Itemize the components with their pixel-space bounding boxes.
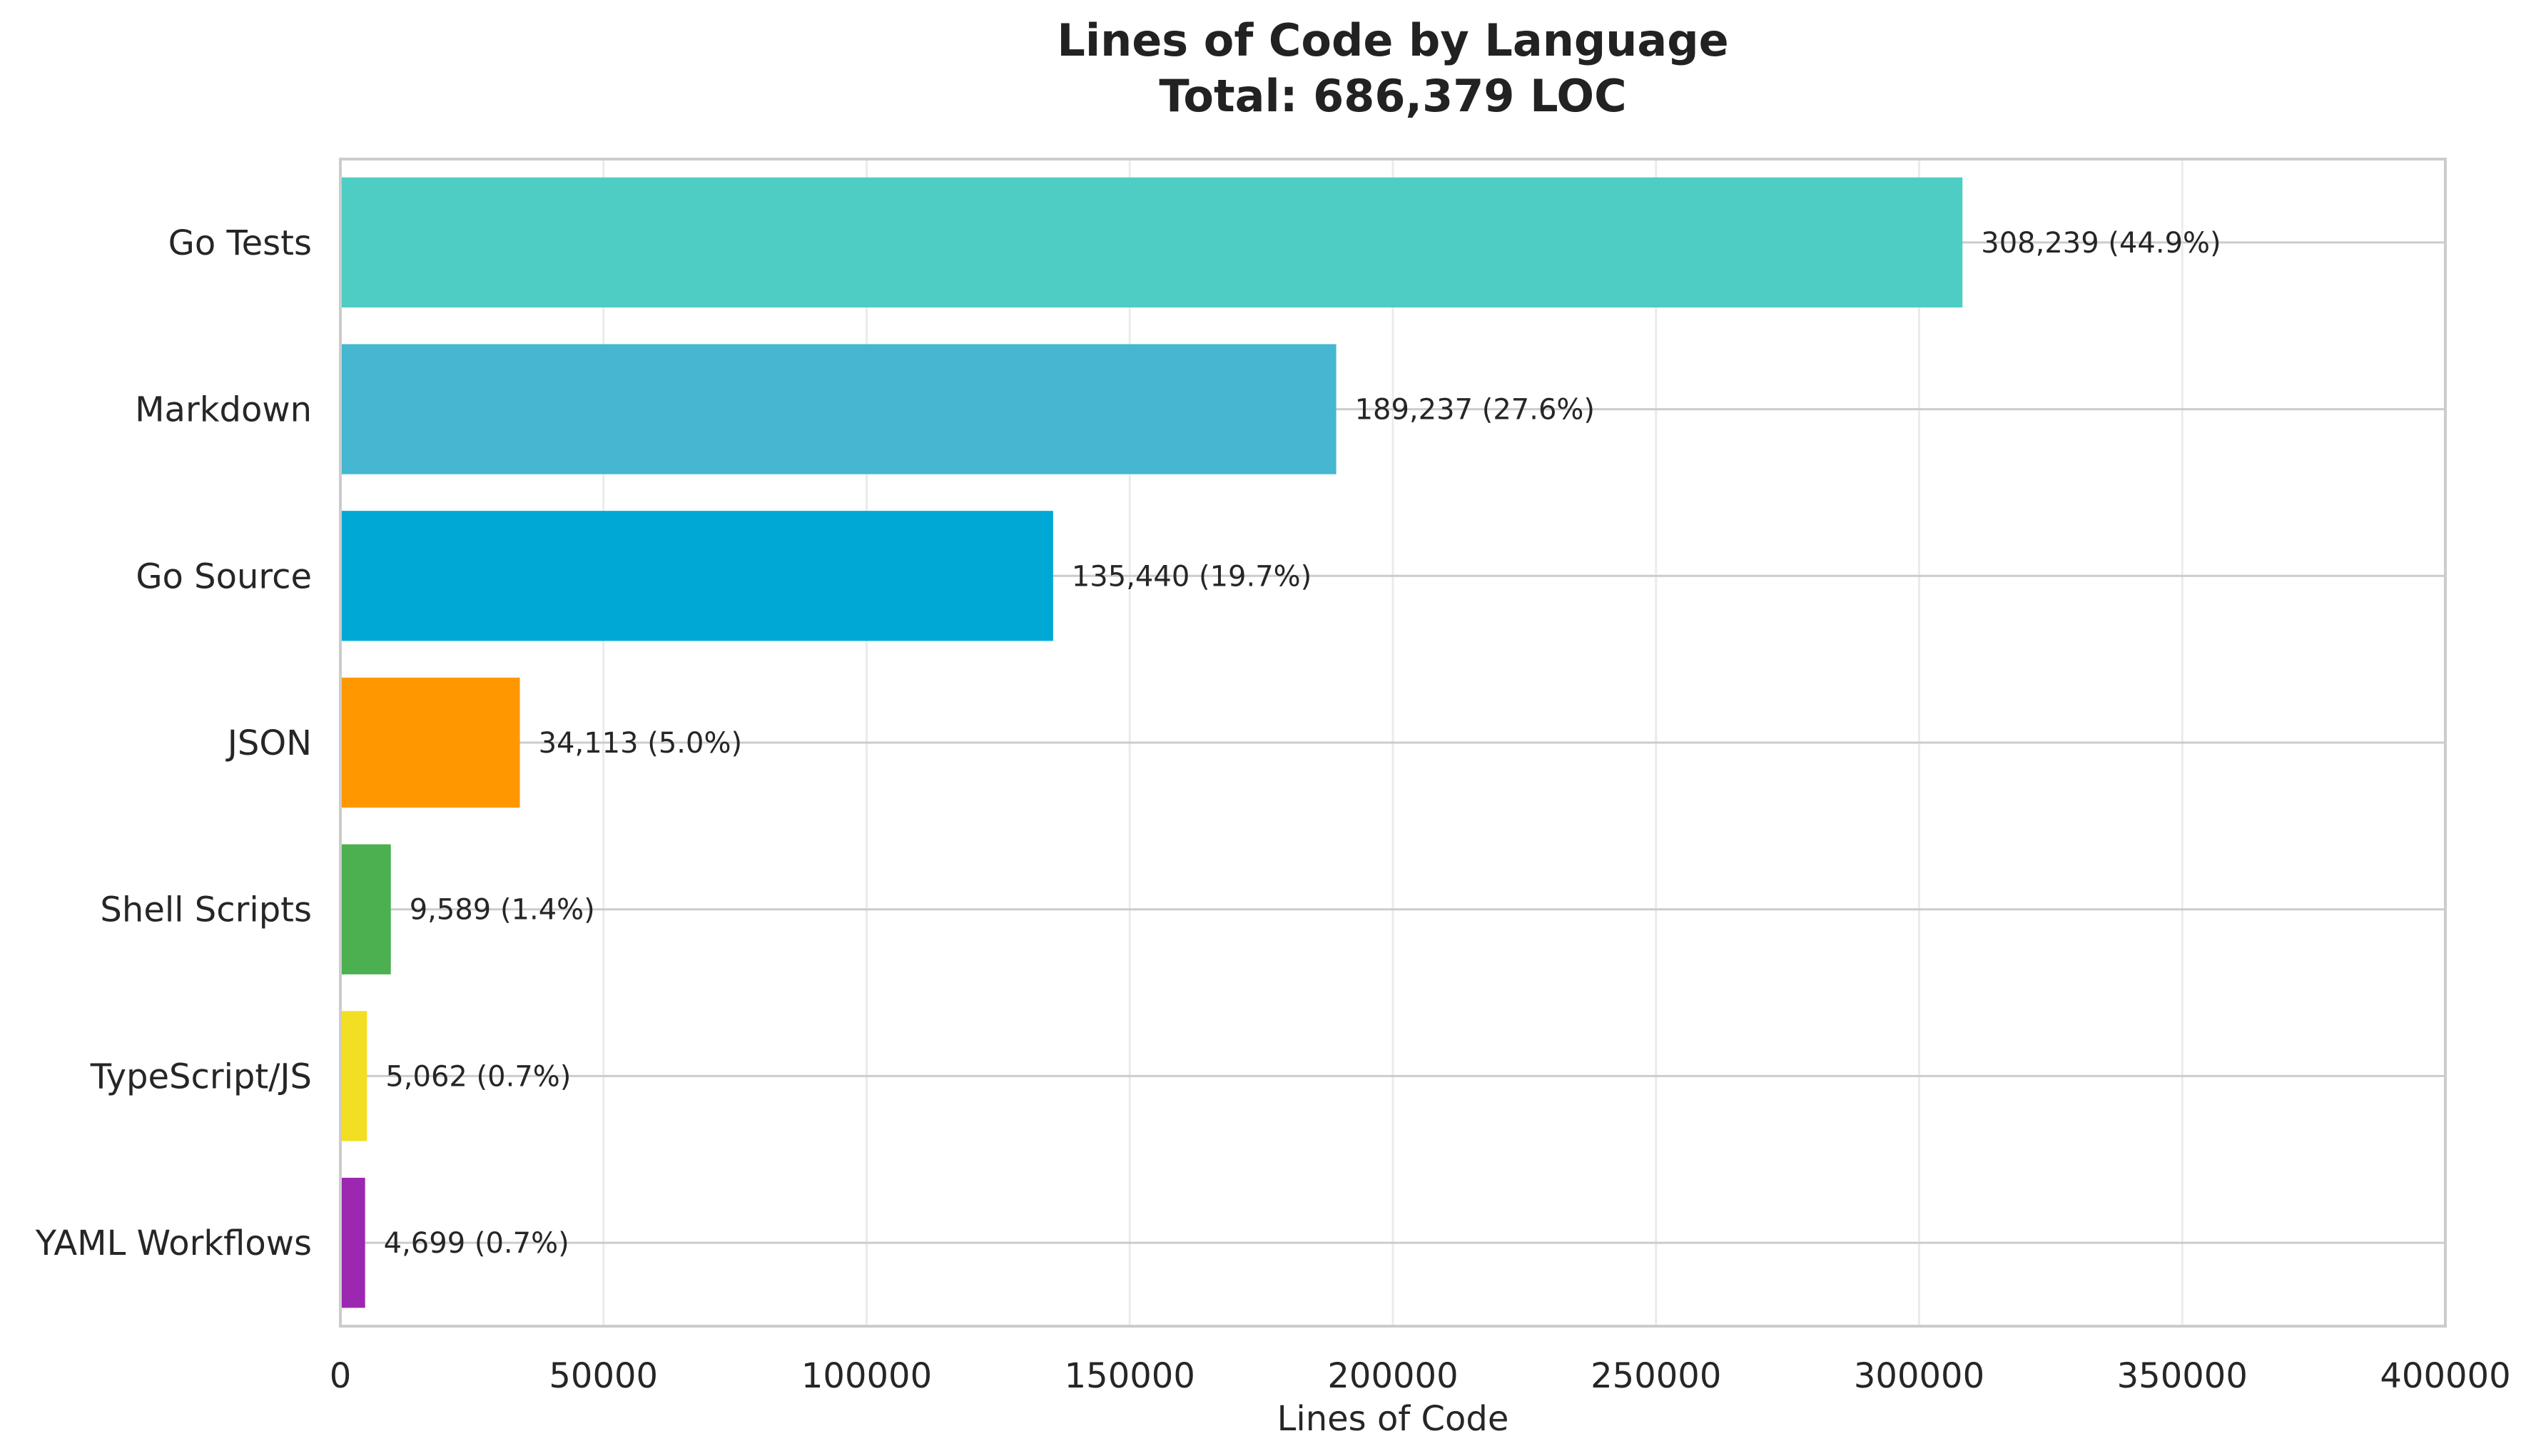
x-tick-label: 250000 xyxy=(1591,1356,1721,1396)
data-label: 34,113 (5.0%) xyxy=(539,727,743,760)
y-tick-label: Go Tests xyxy=(168,223,312,263)
bar-go-source xyxy=(340,511,1053,641)
y-tick-label: TypeScript/JS xyxy=(90,1057,312,1096)
data-label: 5,062 (0.7%) xyxy=(385,1060,571,1093)
data-label: 135,440 (19.7%) xyxy=(1072,560,1312,593)
x-tick-label: 200000 xyxy=(1327,1356,1458,1396)
bars-layer xyxy=(340,177,1963,1308)
data-label: 308,239 (44.9%) xyxy=(1981,227,2221,260)
data-label: 189,237 (27.6%) xyxy=(1355,394,1595,427)
bar-go-tests xyxy=(340,177,1963,308)
y-tick-label: Go Source xyxy=(136,556,312,596)
chart-title: Lines of Code by Language xyxy=(1057,14,1728,66)
plot-frame xyxy=(339,158,2447,1328)
x-tick-label: 150000 xyxy=(1065,1356,1195,1396)
bar-markdown xyxy=(340,344,1336,474)
bar-typescript-js xyxy=(340,1011,367,1141)
x-tick-label: 100000 xyxy=(801,1356,932,1396)
y-tick-labels: Go Tests Markdown Go Source JSON Shell Scrip… xyxy=(35,223,312,1263)
x-tick-label: 50000 xyxy=(549,1356,658,1396)
labels-layer: 308,239 (44.9%) 189,237 (27.6%) 135,440 (1… xyxy=(384,227,2221,1260)
y-tick-label: YAML Workflows xyxy=(35,1223,312,1263)
y-tick-label: Shell Scripts xyxy=(100,890,312,930)
data-label: 9,589 (1.4%) xyxy=(410,894,595,927)
y-tick-label: Markdown xyxy=(135,390,312,430)
bar-yaml-workflows xyxy=(340,1177,365,1308)
data-label: 4,699 (0.7%) xyxy=(384,1227,569,1260)
y-tick-label: JSON xyxy=(225,723,312,763)
bar-shell-scripts xyxy=(340,844,391,974)
x-tick-label: 350000 xyxy=(2117,1356,2248,1396)
x-tick-label: 0 xyxy=(330,1356,352,1396)
x-tick-label: 300000 xyxy=(1854,1356,1984,1396)
chart-subtitle: Total: 686,379 LOC xyxy=(1159,70,1626,122)
x-tick-labels: 0 50000 100000 150000 200000 250000 300000 3500… xyxy=(330,1356,2511,1396)
bar-json xyxy=(340,677,520,808)
x-axis-label: Lines of Code xyxy=(1277,1399,1509,1439)
x-tick-label: 400000 xyxy=(2380,1356,2510,1396)
